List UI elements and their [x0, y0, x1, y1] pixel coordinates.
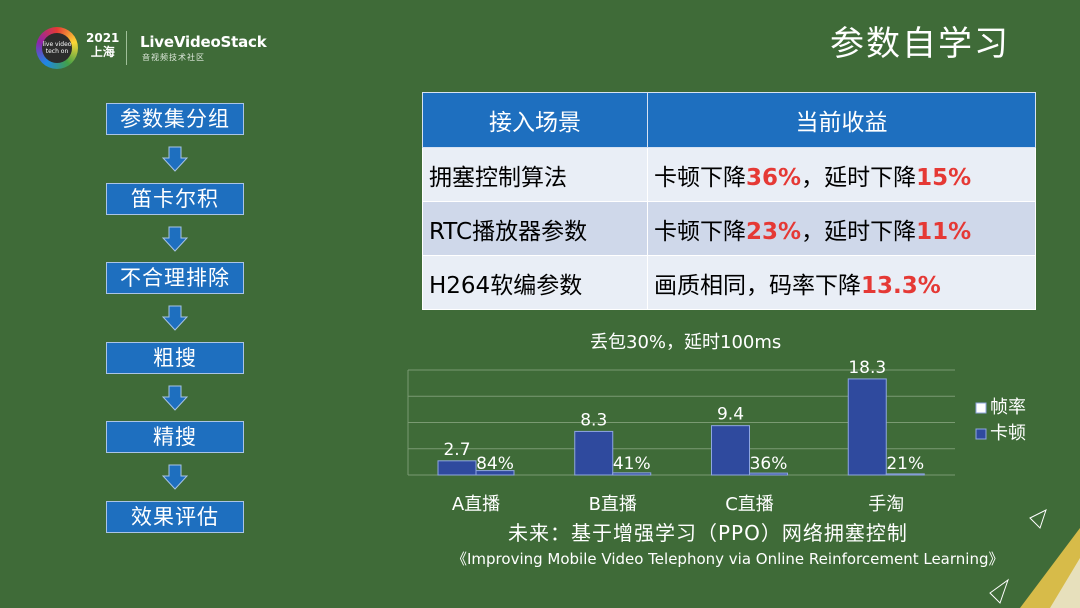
table-row: H264软编参数 画质相同，码率下降13.3% — [422, 255, 1036, 310]
down-arrow-icon — [162, 226, 188, 252]
flow-step-1: 参数集分组 — [106, 103, 244, 135]
bar-卡顿 — [885, 473, 925, 476]
data-label: 41% — [613, 454, 651, 474]
brand-subtitle: 音视频技术社区 — [142, 53, 205, 62]
flow-step-6: 效果评估 — [106, 501, 244, 533]
gain-value: 15% — [916, 164, 972, 191]
gains-table: 接入场景 当前收益 拥塞控制算法 卡顿下降36%，延时下降15% RTC播放器参… — [422, 92, 1036, 310]
logo-city: 上海 — [90, 45, 115, 59]
data-label: 36% — [750, 454, 788, 474]
table-row: 拥塞控制算法 卡顿下降36%，延时下降15% — [422, 147, 1036, 202]
data-label: 8.3 — [580, 410, 607, 430]
bar-卡顿 — [612, 472, 652, 476]
down-arrow-icon — [162, 146, 188, 172]
gain-text: 卡顿下降 — [654, 218, 746, 245]
bar-帧率 — [574, 430, 614, 476]
gain-text: 画质相同，码率下降 — [654, 272, 861, 299]
logo-badge-text: live video tech on — [42, 33, 72, 63]
gain-text: ，延时下降 — [801, 218, 917, 245]
down-arrow-icon — [162, 305, 188, 331]
legend-swatch — [975, 402, 987, 414]
x-tick-label: A直播 — [452, 494, 500, 515]
gain-cell: 卡顿下降23%，延时下降11% — [647, 201, 1036, 256]
down-arrow-icon — [162, 464, 188, 490]
bar-chart: 丢包30%，延时100ms 2.7 84% A直播 8.3 41% B直播 9.4 36% C直… — [400, 325, 1080, 525]
bar-帧率 — [711, 425, 750, 476]
scene-cell: 拥塞控制算法 — [422, 147, 648, 202]
bar-卡顿 — [475, 470, 515, 476]
table-header-scene: 接入场景 — [422, 92, 648, 148]
gain-text: 卡顿下降 — [654, 164, 746, 191]
logo-year-block: 2021 上海 — [86, 31, 119, 59]
decorative-triangles-icon — [989, 509, 1080, 608]
chart-title: 丢包30%，延时100ms — [590, 332, 782, 353]
gain-value: 13.3% — [861, 272, 941, 299]
gain-value: 23% — [746, 218, 802, 245]
flow-step-3: 不合理排除 — [106, 262, 244, 294]
table-row: RTC播放器参数 卡顿下降23%，延时下降11% — [422, 201, 1036, 256]
future-work-text: 未来：基于增强学习（PPO）网络拥塞控制 — [508, 521, 908, 545]
gain-text: ，延时下降 — [801, 164, 917, 191]
bar-帧率 — [437, 460, 477, 476]
bar-帧率 — [847, 378, 887, 476]
table-header-gain: 当前收益 — [647, 92, 1036, 148]
data-label: 84% — [476, 454, 514, 474]
scene-cell: H264软编参数 — [422, 255, 648, 310]
legend-swatch — [975, 428, 987, 440]
flow-step-2: 笛卡尔积 — [106, 183, 244, 215]
gain-cell: 画质相同，码率下降13.3% — [647, 255, 1036, 310]
page-title: 参数自学习 — [830, 24, 1010, 64]
gain-value: 11% — [916, 218, 972, 245]
logo-ring-icon: live video tech on — [36, 27, 78, 69]
legend-label: 卡顿 — [990, 423, 1026, 444]
brand-name: LiveVideoStack — [140, 33, 267, 51]
flow-step-4: 粗搜 — [106, 342, 244, 374]
bar-卡顿 — [749, 472, 788, 476]
down-arrow-icon — [162, 385, 188, 411]
x-tick-label: 手淘 — [868, 494, 904, 515]
gain-value: 36% — [746, 164, 802, 191]
logo-divider — [126, 31, 127, 65]
flow-step-5: 精搜 — [106, 421, 244, 453]
logo-year: 2021 — [86, 31, 120, 45]
gain-cell: 卡顿下降36%，延时下降15% — [647, 147, 1036, 202]
data-label: 9.4 — [717, 405, 744, 425]
event-logo: live video tech on 2021 上海 LiveVideoStac… — [36, 27, 267, 71]
reference-paper-text: 《Improving Mobile Video Telephony via On… — [452, 550, 1004, 568]
x-tick-label: C直播 — [725, 494, 774, 515]
x-tick-label: B直播 — [589, 494, 637, 515]
legend-label: 帧率 — [990, 397, 1026, 418]
scene-cell: RTC播放器参数 — [422, 201, 648, 256]
data-label: 18.3 — [848, 358, 886, 378]
data-label: 21% — [886, 454, 924, 474]
table-header-row: 接入场景 当前收益 — [422, 92, 1036, 148]
data-label: 2.7 — [443, 440, 470, 460]
